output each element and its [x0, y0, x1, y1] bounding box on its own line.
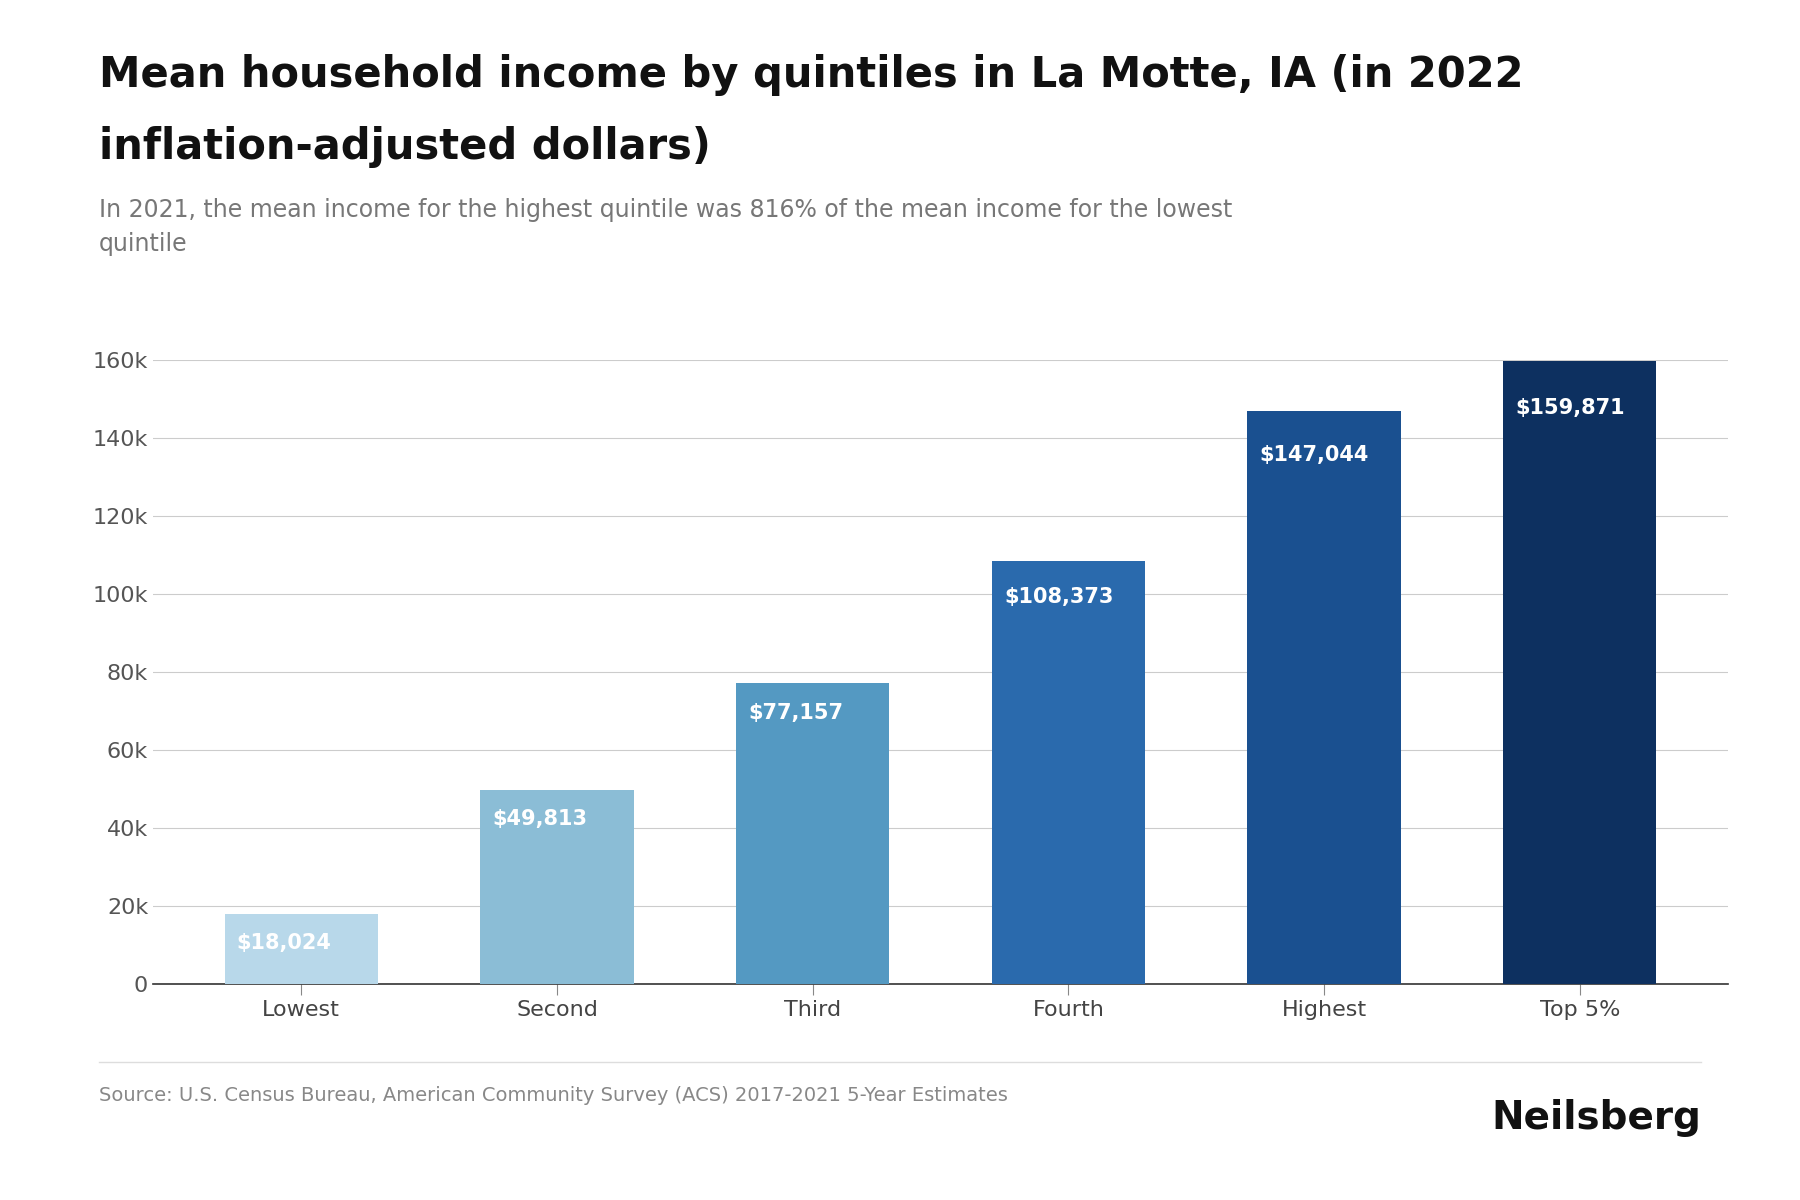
Text: $18,024: $18,024: [238, 934, 331, 953]
Bar: [992, 562, 1145, 984]
Text: $49,813: $49,813: [493, 809, 587, 829]
Bar: [481, 790, 634, 984]
Text: Source: U.S. Census Bureau, American Community Survey (ACS) 2017-2021 5-Year Est: Source: U.S. Census Bureau, American Com…: [99, 1086, 1008, 1105]
Text: Neilsberg: Neilsberg: [1490, 1099, 1701, 1138]
Text: $147,044: $147,044: [1260, 445, 1370, 464]
Text: $159,871: $159,871: [1516, 398, 1625, 418]
Bar: [1247, 410, 1400, 984]
Text: $77,157: $77,157: [749, 702, 842, 722]
Text: $108,373: $108,373: [1004, 587, 1112, 607]
Text: inflation-adjusted dollars): inflation-adjusted dollars): [99, 126, 711, 168]
Text: In 2021, the mean income for the highest quintile was 816% of the mean income fo: In 2021, the mean income for the highest…: [99, 198, 1233, 256]
Text: Mean household income by quintiles in La Motte, IA (in 2022: Mean household income by quintiles in La…: [99, 54, 1523, 96]
Bar: [1503, 360, 1656, 984]
Bar: [736, 683, 889, 984]
Bar: [225, 913, 378, 984]
